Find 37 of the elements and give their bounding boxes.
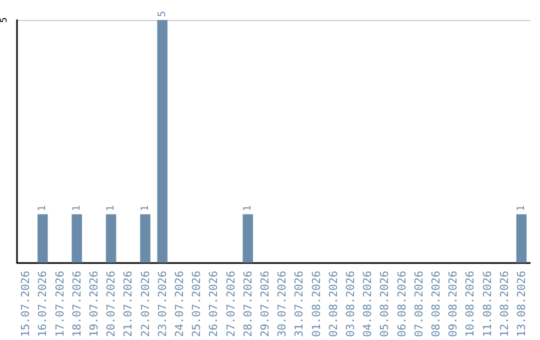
x-tick-label: 26.07.2026 [207,270,220,338]
x-tick-label: 05.08.2026 [378,270,392,338]
x-tick-label: 21.07.2026 [122,270,135,338]
x-tick-label: 19.07.2026 [87,270,100,338]
x-tick-label: 06.08.2026 [395,270,408,338]
x-tick-label: 25.07.2026 [190,270,204,338]
data-label: 1 [37,205,48,212]
data-label: 1 [516,205,527,212]
data-label: 1 [106,205,117,212]
x-tick-label: 16.07.2026 [36,270,50,338]
data-label: 1 [242,205,254,212]
x-tick-label: 31.07.2026 [292,270,306,338]
x-tick-label: 07.08.2026 [412,270,426,338]
x-tick-label: 27.07.2026 [224,270,238,338]
x-tick-label: 12.08.2026 [498,270,511,338]
x-tick-label: 29.07.2026 [258,270,272,338]
data-label: 5 [156,10,168,17]
x-tick-label: 18.07.2026 [70,270,84,338]
data-label: 1 [140,205,151,212]
x-tick-label: 24.07.2026 [172,270,186,338]
x-tick-label: 15.07.2026 [19,270,32,338]
x-tick-label: 10.08.2026 [464,270,477,338]
x-tick-label: 02.08.2026 [326,270,340,338]
x-tick-label: 22.07.2026 [138,270,152,338]
x-tick-label: 30.07.2026 [276,270,289,338]
x-tick-label: 13.08.2026 [514,270,528,338]
x-tick-label: 03.08.2026 [344,270,357,338]
x-tick-label: 09.08.2026 [446,270,460,338]
x-tick-label: 28.07.2026 [241,270,254,338]
x-tick-label: 08.08.2026 [429,270,442,338]
data-label: 1 [71,205,82,212]
x-tick-label: 11.08.2026 [480,270,494,338]
x-tick-label: 20.07.2026 [104,270,118,338]
x-tick-label: 17.07.2026 [53,270,66,338]
x-tick-label: 01.08.2026 [310,270,323,338]
x-tick-label: 23.07.2026 [156,270,169,338]
x-tick-label: 04.08.2026 [361,270,374,338]
